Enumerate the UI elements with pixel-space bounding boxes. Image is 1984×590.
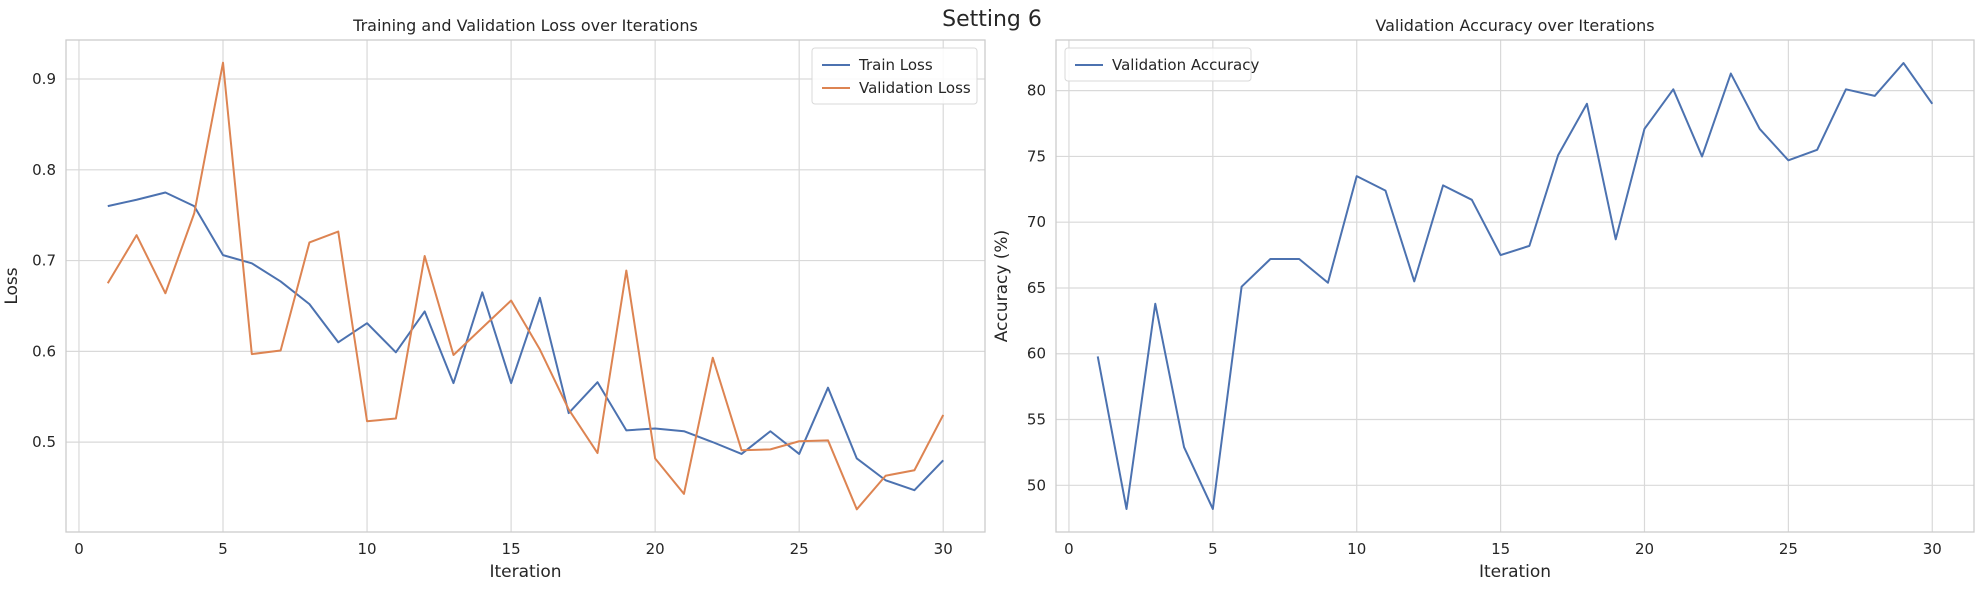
chart-title: Validation Accuracy over Iterations bbox=[1375, 16, 1654, 35]
x-tick-label: 30 bbox=[1923, 540, 1942, 558]
axes-frame bbox=[1055, 39, 1975, 533]
x-tick-label: 30 bbox=[934, 540, 953, 558]
y-axis-label: Loss bbox=[2, 267, 22, 304]
series-line bbox=[1096, 62, 1934, 510]
y-tick-label: 0.9 bbox=[32, 70, 56, 88]
series-line bbox=[106, 61, 945, 511]
x-tick-label: 15 bbox=[1491, 540, 1510, 558]
y-tick-label: 70 bbox=[1027, 213, 1046, 231]
legend-box bbox=[811, 47, 978, 105]
y-axis-label: Accuracy (%) bbox=[992, 230, 1012, 342]
legend: Train Loss Validation Loss bbox=[811, 47, 978, 105]
x-tick-label: 5 bbox=[1208, 540, 1218, 558]
x-tick-label: 0 bbox=[74, 540, 84, 558]
x-tick-label: 0 bbox=[1064, 540, 1074, 558]
accuracy-chart: Validation Accuracy over Iterations 0 5 10 1… bbox=[992, 16, 1975, 582]
x-tick-label: 10 bbox=[358, 540, 377, 558]
y-tick-label: 50 bbox=[1027, 476, 1046, 494]
legend-entry: Train Loss bbox=[858, 56, 933, 74]
series-line bbox=[107, 191, 944, 492]
legend-entry: Validation Loss bbox=[859, 79, 971, 97]
x-tick-label: 20 bbox=[646, 540, 665, 558]
x-tick-label: 25 bbox=[1779, 540, 1798, 558]
y-tick-label: 55 bbox=[1027, 411, 1046, 429]
x-tick-label: 5 bbox=[218, 540, 228, 558]
figure-suptitle: Setting 6 bbox=[942, 7, 1042, 32]
loss-chart: Training and Validation Loss over Iterat… bbox=[2, 16, 986, 582]
axes-frame bbox=[65, 39, 986, 533]
legend: Validation Accuracy bbox=[1064, 47, 1259, 82]
y-tick-label: 0.8 bbox=[32, 161, 56, 179]
chart-title: Training and Validation Loss over Iterat… bbox=[352, 16, 698, 35]
y-tick-label: 75 bbox=[1027, 147, 1046, 165]
legend-box bbox=[1064, 47, 1252, 82]
x-tick-label: 20 bbox=[1635, 540, 1654, 558]
y-tick-label: 0.5 bbox=[32, 433, 56, 451]
x-tick-label: 25 bbox=[790, 540, 809, 558]
y-tick-label: 0.6 bbox=[32, 342, 56, 360]
legend-entry: Validation Accuracy bbox=[1112, 56, 1259, 74]
x-tick-label: 10 bbox=[1347, 540, 1366, 558]
x-axis-label: Iteration bbox=[1479, 562, 1551, 582]
y-tick-label: 80 bbox=[1027, 82, 1046, 100]
x-tick-label: 15 bbox=[502, 540, 521, 558]
y-tick-label: 0.7 bbox=[32, 252, 56, 270]
x-axis-label: Iteration bbox=[489, 562, 561, 582]
y-tick-label: 60 bbox=[1027, 345, 1046, 363]
y-tick-label: 65 bbox=[1027, 279, 1046, 297]
